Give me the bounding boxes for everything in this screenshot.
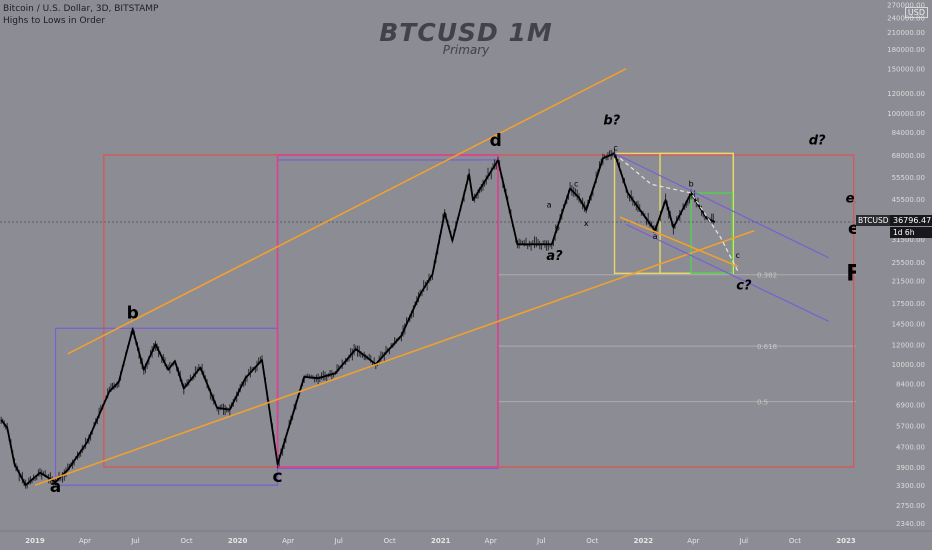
green-box-0 — [690, 192, 733, 275]
fib-label-0: 0.382 — [757, 272, 777, 280]
x-tick-label-4: 2020 — [228, 537, 248, 545]
y-tick-label-26: 2340.00 — [896, 520, 925, 528]
y-tick-label-13: 25500.00 — [892, 259, 925, 267]
wave-label-9: e — [848, 219, 860, 239]
y-tick-label-1: 240000.00 — [887, 14, 925, 22]
x-tick-label-8: 2021 — [431, 537, 451, 545]
drawings-layer: 0.382 0.618 0.5 — [0, 152, 856, 486]
wave-label-14: x — [584, 219, 589, 228]
wave-label-0: a — [50, 477, 61, 497]
x-tick-label-11: Oct — [586, 537, 598, 545]
x-tick-label-2: Jul — [130, 537, 140, 545]
yellow-box-1 — [659, 152, 735, 275]
wave-label-18: c — [736, 251, 740, 260]
y-tick-label-4: 150000.00 — [887, 66, 925, 74]
wave-label-1: b — [127, 304, 139, 324]
price-series — [0, 149, 716, 489]
y-tick-label-8: 68000.00 — [892, 152, 925, 160]
wave-label-3: d — [490, 131, 502, 151]
x-tick-label-9: Apr — [485, 537, 497, 545]
y-tick-label-25: 2750.00 — [896, 502, 925, 510]
y-tick-label-6: 100000.00 — [887, 110, 925, 118]
purple-box-1 — [276, 159, 499, 470]
x-tick-label-14: Jul — [739, 537, 749, 545]
wave-label-4: a? — [546, 249, 563, 264]
y-tick-label-0: 270000.00 — [887, 1, 925, 9]
y-tick-label-3: 180000.00 — [887, 46, 925, 54]
fib-label-1: 0.618 — [757, 343, 777, 351]
wave-label-12: b — [555, 224, 560, 233]
currency-badge[interactable]: USD — [904, 7, 928, 18]
y-tick-label-7: 84000.00 — [892, 129, 925, 137]
price-axis[interactable]: 270000.00 240000.00 210000.00 180000.00 1500… — [856, 0, 932, 550]
y-tick-label-12: 31500.00 — [892, 236, 925, 244]
y-tick-label-17: 12000.00 — [892, 341, 925, 349]
purple-channel-line-0 — [614, 152, 830, 259]
wave-label-7: d? — [809, 133, 826, 148]
time-axis[interactable]: 2019 Apr Jul Oct 2020 Apr Jul Oct 2021 Apr Jul Oct 2… — [0, 530, 932, 545]
y-tick-label-9: 55500.00 — [892, 174, 925, 182]
orange-trendline-2 — [619, 216, 739, 268]
y-tick-label-23: 3900.00 — [896, 464, 925, 472]
chart-title: BTCUSD 1M — [379, 18, 553, 47]
wave-label-11: a — [547, 201, 552, 210]
y-tick-label-21: 5700.00 — [896, 423, 925, 431]
price-axis-bg — [856, 0, 932, 550]
wave-label-15: c — [613, 143, 617, 152]
purple-box-0 — [54, 327, 279, 486]
trendlines-layer — [34, 67, 830, 486]
purple-channel-line-1 — [625, 223, 830, 322]
y-tick-label-20: 6900.00 — [896, 402, 925, 410]
x-tick-label-0: 2019 — [25, 537, 45, 545]
y-tick-label-16: 14500.00 — [892, 321, 925, 329]
y-tick-label-19: 8400.00 — [896, 380, 925, 388]
price-tag-symbol: BTCUSD — [856, 215, 891, 226]
y-tick-label-24: 3300.00 — [896, 482, 925, 490]
y-tick-label-15: 17500.00 — [892, 300, 925, 308]
orange-trendline-1 — [67, 67, 627, 355]
y-tick-label-18: 10000.00 — [892, 361, 925, 369]
y-tick-label-10: 45500.00 — [892, 196, 925, 204]
x-tick-label-6: Jul — [333, 537, 343, 545]
wave-label-16: a — [653, 232, 658, 241]
last-price-tag: BTCUSD 36796.47 1d 6h — [856, 215, 932, 241]
y-tick-label-22: 4700.00 — [896, 444, 925, 452]
x-tick-label-5: Apr — [282, 537, 294, 545]
price-tag-countdown: 1d 6h — [890, 227, 932, 238]
x-tick-label-13: Apr — [687, 537, 699, 545]
wave-label-17: b — [689, 179, 694, 188]
x-tick-label-15: Oct — [789, 537, 801, 545]
wave-label-5: b? — [603, 113, 620, 128]
price-bars — [0, 149, 714, 489]
wave-label-6: c? — [736, 279, 752, 294]
x-tick-label-16: 2023 — [836, 537, 856, 545]
red-range-box — [103, 154, 855, 468]
x-tick-label-12: 2022 — [634, 537, 654, 545]
projection-path — [619, 157, 739, 272]
fib-label-2: 0.5 — [757, 399, 768, 407]
price-line — [0, 152, 716, 487]
orange-trendline-0 — [34, 229, 755, 486]
x-tick-label-7: Oct — [384, 537, 396, 545]
price-tag-value: 36796.47 — [890, 215, 932, 226]
x-tick-label-10: Jul — [536, 537, 546, 545]
x-tick-label-3: Oct — [180, 537, 192, 545]
wave-label-13: c — [574, 179, 578, 188]
chart-subtitle: Primary — [442, 43, 490, 57]
y-tick-label-5: 120000.00 — [887, 90, 925, 98]
x-tick-label-1: Apr — [79, 537, 91, 545]
y-tick-label-14: 21500.00 — [892, 278, 925, 286]
symbol-info: Bitcoin / U.S. Dollar, 3D, BITSTAMP — [3, 4, 159, 14]
y-tick-label-2: 210000.00 — [887, 29, 925, 37]
wave-label-2: c — [273, 467, 283, 487]
pink-range-box — [276, 154, 499, 468]
indicator-name: Highs to Lows in Order — [3, 16, 106, 26]
yellow-box-0 — [613, 152, 735, 275]
